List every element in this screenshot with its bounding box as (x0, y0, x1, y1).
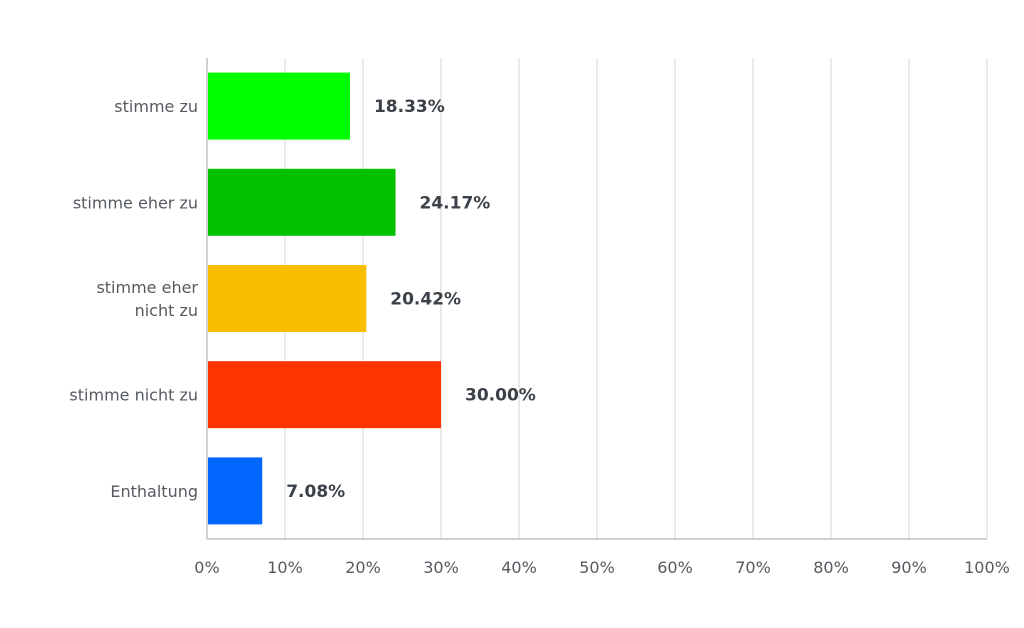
x-tick-label: 80% (813, 558, 849, 577)
category-label: stimme eher (96, 278, 198, 297)
x-tick-label: 90% (891, 558, 927, 577)
x-tick-label: 60% (657, 558, 693, 577)
x-tick-label: 40% (501, 558, 537, 577)
bar (208, 168, 396, 236)
x-tick-label: 20% (345, 558, 381, 577)
bar (208, 361, 441, 429)
bar (208, 265, 367, 332)
data-label: 24.17% (420, 193, 491, 213)
category-label: stimme eher zu (73, 193, 198, 212)
category-label: nicht zu (135, 301, 198, 320)
x-tick-label: 100% (964, 558, 1010, 577)
x-tick-label: 30% (423, 558, 459, 577)
data-label: 30.00% (465, 386, 536, 406)
x-tick-label: 10% (267, 558, 303, 577)
bar (208, 457, 263, 525)
data-label: 7.08% (286, 482, 345, 502)
x-tick-label: 50% (579, 558, 615, 577)
x-tick-label: 70% (735, 558, 771, 577)
category-label: stimme nicht zu (69, 386, 198, 405)
category-label: stimme zu (114, 97, 198, 116)
data-label: 18.33% (374, 97, 445, 117)
data-label: 20.42% (390, 290, 461, 310)
category-label: Enthaltung (110, 482, 198, 501)
bar (208, 72, 350, 140)
x-tick-label: 0% (194, 558, 219, 577)
